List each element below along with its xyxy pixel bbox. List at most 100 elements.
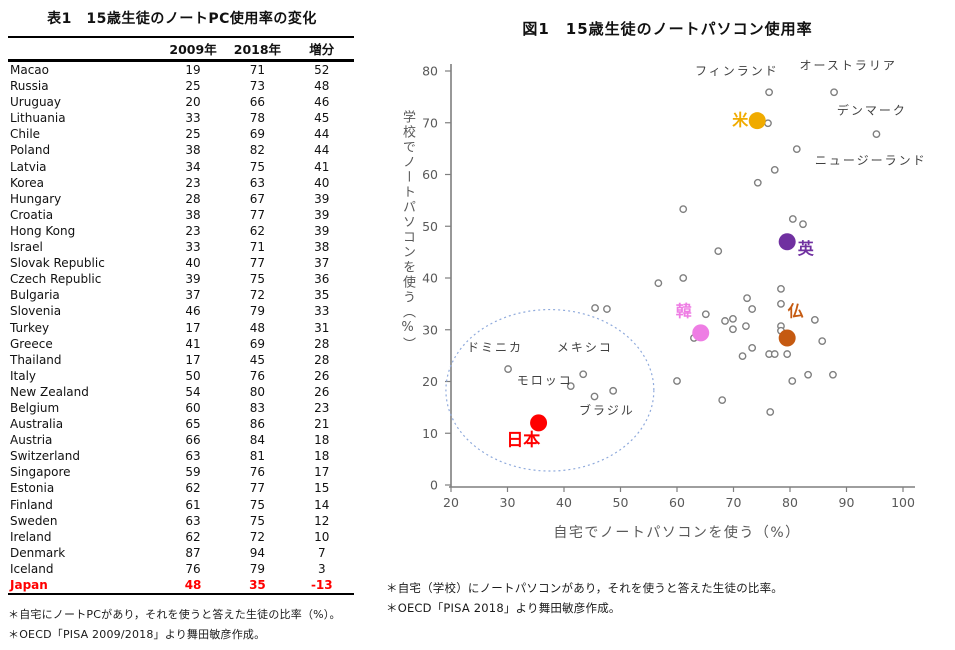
data-point [590,392,599,401]
value-cell: 50 [185,368,201,383]
usage-table: 2009年 2018年 増分 Macao 19 71 52 Russia 25 73 48 Urug… [8,36,354,596]
cluster-ellipse [445,308,655,472]
value-cell: 38 [185,207,201,222]
value-cell: 59 [185,465,201,480]
value-cell: 72 [249,288,266,303]
value-cell: 44 [314,143,330,158]
value-cell: 61 [185,497,201,512]
data-point [679,274,688,282]
chart-footnote-1: ＊自宅（学校）にノートパソコンがあり，それを使うと答えた生徒の比率。 [386,581,783,595]
value-cell: 26 [314,368,330,383]
table-row: Australia 65 86 21 [8,416,354,432]
table-row: Austria 66 84 18 [8,432,354,448]
value-cell: 33 [185,111,201,126]
y-tick-label: 60 [422,167,438,182]
x-tick-label: 100 [891,495,915,510]
country-label: ブラジル [579,403,635,418]
value-cell: 63 [185,449,201,464]
country-cell: Uruguay [10,95,61,110]
country-cell: Austria [10,433,53,448]
value-cell: 63 [249,175,266,190]
data-point [714,247,723,255]
country-cell: Russia [10,79,49,94]
y-axis-title: 学校でノートパソコンを使う（%） [400,110,415,352]
data-point [579,370,588,379]
country-cell: Finland [10,497,53,512]
country-cell: Belgium [10,400,60,415]
data-point [718,396,727,405]
country-label: 日本 [506,430,540,451]
chart-footnote-2: ＊OECD「PISA 2018」より舞田敏彦作成。 [386,601,621,615]
value-cell: 94 [249,545,266,560]
table-row: Korea 23 63 40 [8,175,354,191]
country-cell: Greece [10,336,53,351]
value-cell: 40 [314,175,330,190]
country-label: オーストラリア [799,58,896,72]
value-cell: 37 [314,256,330,271]
table-row: Hong Kong 23 62 39 [8,223,354,239]
table-row: Italy 50 76 26 [8,368,354,384]
x-tick-label: 20 [443,495,459,510]
value-cell: 62 [185,529,201,544]
column-header [8,36,161,62]
country-cell: Thailand [10,352,62,367]
value-cell: 75 [249,497,266,512]
country-cell: Poland [10,143,51,158]
value-cell: 82 [249,143,266,158]
chart-footnotes: ＊自宅（学校）にノートパソコンがあり，それを使うと答えた生徒の比率。 ＊OECD… [386,578,946,618]
value-cell: 48 [249,320,266,335]
table-footnote-1: ＊自宅にノートPCがあり，それを使うと答えた生徒の比率（%）。 [8,608,341,622]
country-cell: Hungary [10,191,62,206]
value-cell: 60 [185,400,201,415]
table-row: Uruguay 20 66 46 [8,94,354,110]
table-row: Greece 41 69 28 [8,336,354,352]
data-point [654,279,663,288]
data-point [504,365,512,373]
value-cell: 34 [185,159,201,174]
country-cell: Sweden [10,513,58,528]
table-row: Slovak Republic 40 77 37 [8,255,354,271]
table-row: Bulgaria 37 72 35 [8,287,354,303]
table-row: Iceland 76 79 3 [8,561,354,577]
x-tick-label: 90 [839,495,855,510]
value-cell: 76 [249,368,266,383]
table-row: Israel 33 71 38 [8,239,354,255]
chart-title: 図1 15歳生徒のノートパソコン使用率 [522,20,813,38]
table-row: New Zealand 54 80 26 [8,384,354,400]
table-row: Czech Republic 39 75 36 [8,271,354,287]
country-cell: Japan [8,577,161,596]
data-point [765,88,773,97]
country-cell: Macao [10,63,49,77]
country-cell: Singapore [10,465,71,480]
y-tick-label: 10 [422,426,438,441]
table-row: Belgium 60 83 23 [8,400,354,416]
country-cell: Lithuania [10,111,66,126]
table-row: Singapore 59 76 17 [8,464,354,480]
data-point [679,205,688,214]
country-cell: Ireland [10,529,52,544]
value-cell: 84 [249,433,266,448]
country-cell: Hong Kong [10,223,76,238]
value-cell: 23 [314,400,330,415]
data-point [729,325,737,334]
data-point [729,314,737,323]
table-row: Finland 61 75 14 [8,497,354,513]
country-label: 英 [797,239,815,258]
value-cell: 69 [249,127,266,142]
data-point [770,165,779,174]
value-cell: 26 [314,384,330,399]
value-cell: 78 [249,111,266,126]
data-point [738,352,747,361]
table-row: Turkey 17 48 31 [8,320,354,336]
country-label: フィンランド [695,64,779,78]
value-cell: 76 [185,561,201,576]
value-cell: 41 [314,159,330,174]
table-row: Hungary 28 67 39 [8,191,354,207]
value-cell: 20 [185,95,201,110]
x-tick-label: 60 [669,495,685,510]
country-cell: Australia [10,417,64,432]
value-cell: 48 [314,79,330,94]
value-cell: 71 [249,63,266,77]
y-tick-label: 80 [422,64,438,79]
table-header: 2009年 2018年 増分 [8,36,354,62]
